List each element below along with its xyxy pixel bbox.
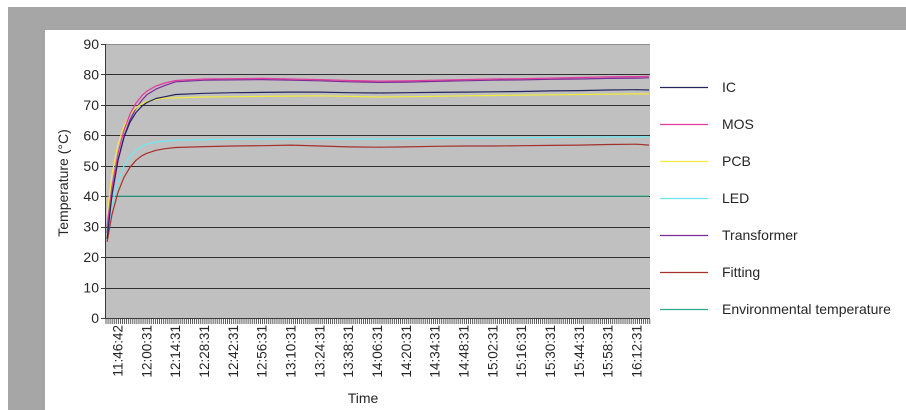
legend: IC MOS PCB LED Transformer Fitting Environment… (660, 79, 891, 317)
x-axis-minor-ticks (105, 319, 651, 324)
series-line-transformer (106, 77, 650, 233)
x-tick-label-11: 14:34:31 (428, 325, 443, 378)
legend-label-fitting: Fitting (722, 264, 760, 280)
y-tick-label-20: 20 (83, 249, 99, 265)
x-tick-label-6: 13:10:31 (284, 325, 299, 378)
x-axis-title: Time (348, 390, 379, 406)
series-line-led (106, 136, 650, 236)
y-tick-label-10: 10 (83, 280, 99, 296)
legend-item-mos: MOS (660, 116, 754, 132)
x-tick-label-3: 12:28:31 (197, 325, 212, 378)
legend-item-ic: IC (660, 79, 736, 95)
legend-label-mos: MOS (722, 116, 754, 132)
x-tick-label-4: 12:42:31 (226, 325, 241, 378)
series-layer (106, 75, 650, 243)
tick-label-layer: 0 10 20 30 40 50 60 70 80 90 11:46:42 12:00:31 12:14… (83, 36, 644, 378)
legend-label-transformer: Transformer (722, 227, 798, 243)
y-tick-label-70: 70 (83, 97, 99, 113)
legend-label-led: LED (722, 190, 749, 206)
series-line-pcb (106, 93, 649, 215)
legend-item-led: LED (660, 190, 749, 206)
series-line-ic (106, 89, 650, 239)
y-tick-label-90: 90 (83, 36, 99, 52)
legend-label-pcb: PCB (722, 153, 751, 169)
legend-item-environmental-temperature: Environmental temperature (660, 301, 891, 317)
x-tick-label-14: 15:16:31 (514, 325, 529, 378)
plot-area (105, 44, 650, 318)
y-tick-label-0: 0 (91, 310, 99, 326)
series-line-mos (106, 75, 650, 227)
y-tick-label-60: 60 (83, 127, 99, 143)
y-axis-title: Temperature (°C) (55, 129, 71, 237)
x-tick-label-10: 14:20:31 (399, 325, 414, 378)
x-tick-label-0: 11:46:42 (111, 325, 126, 377)
x-tick-label-5: 12:56:31 (255, 325, 270, 378)
x-tick-label-17: 15:58:31 (601, 325, 616, 378)
y-tick-label-50: 50 (83, 158, 99, 174)
x-tick-label-9: 14:06:31 (370, 325, 385, 378)
legend-label-environmental-temperature: Environmental temperature (722, 301, 891, 317)
x-tick-label-15: 15:30:31 (543, 325, 558, 378)
x-tick-label-2: 12:14:31 (168, 325, 183, 378)
y-tick-label-40: 40 (83, 188, 99, 204)
legend-item-fitting: Fitting (660, 264, 760, 280)
legend-label-ic: IC (722, 79, 736, 95)
y-tick-label-80: 80 (83, 66, 99, 82)
legend-item-transformer: Transformer (660, 227, 798, 243)
x-tick-label-12: 14:48:31 (457, 325, 472, 378)
x-tick-label-18: 16:12:31 (630, 325, 645, 378)
x-tick-label-16: 15:44:31 (572, 325, 587, 378)
x-tick-label-7: 13:24:31 (312, 325, 327, 378)
legend-item-pcb: PCB (660, 153, 751, 169)
x-tick-label-8: 13:38:31 (341, 325, 356, 378)
x-tick-label-1: 12:00:31 (139, 325, 154, 378)
x-tick-label-13: 15:02:31 (485, 325, 500, 378)
plot-layer (105, 44, 650, 318)
series-line-fitting (106, 143, 650, 243)
y-tick-label-30: 30 (83, 219, 99, 235)
